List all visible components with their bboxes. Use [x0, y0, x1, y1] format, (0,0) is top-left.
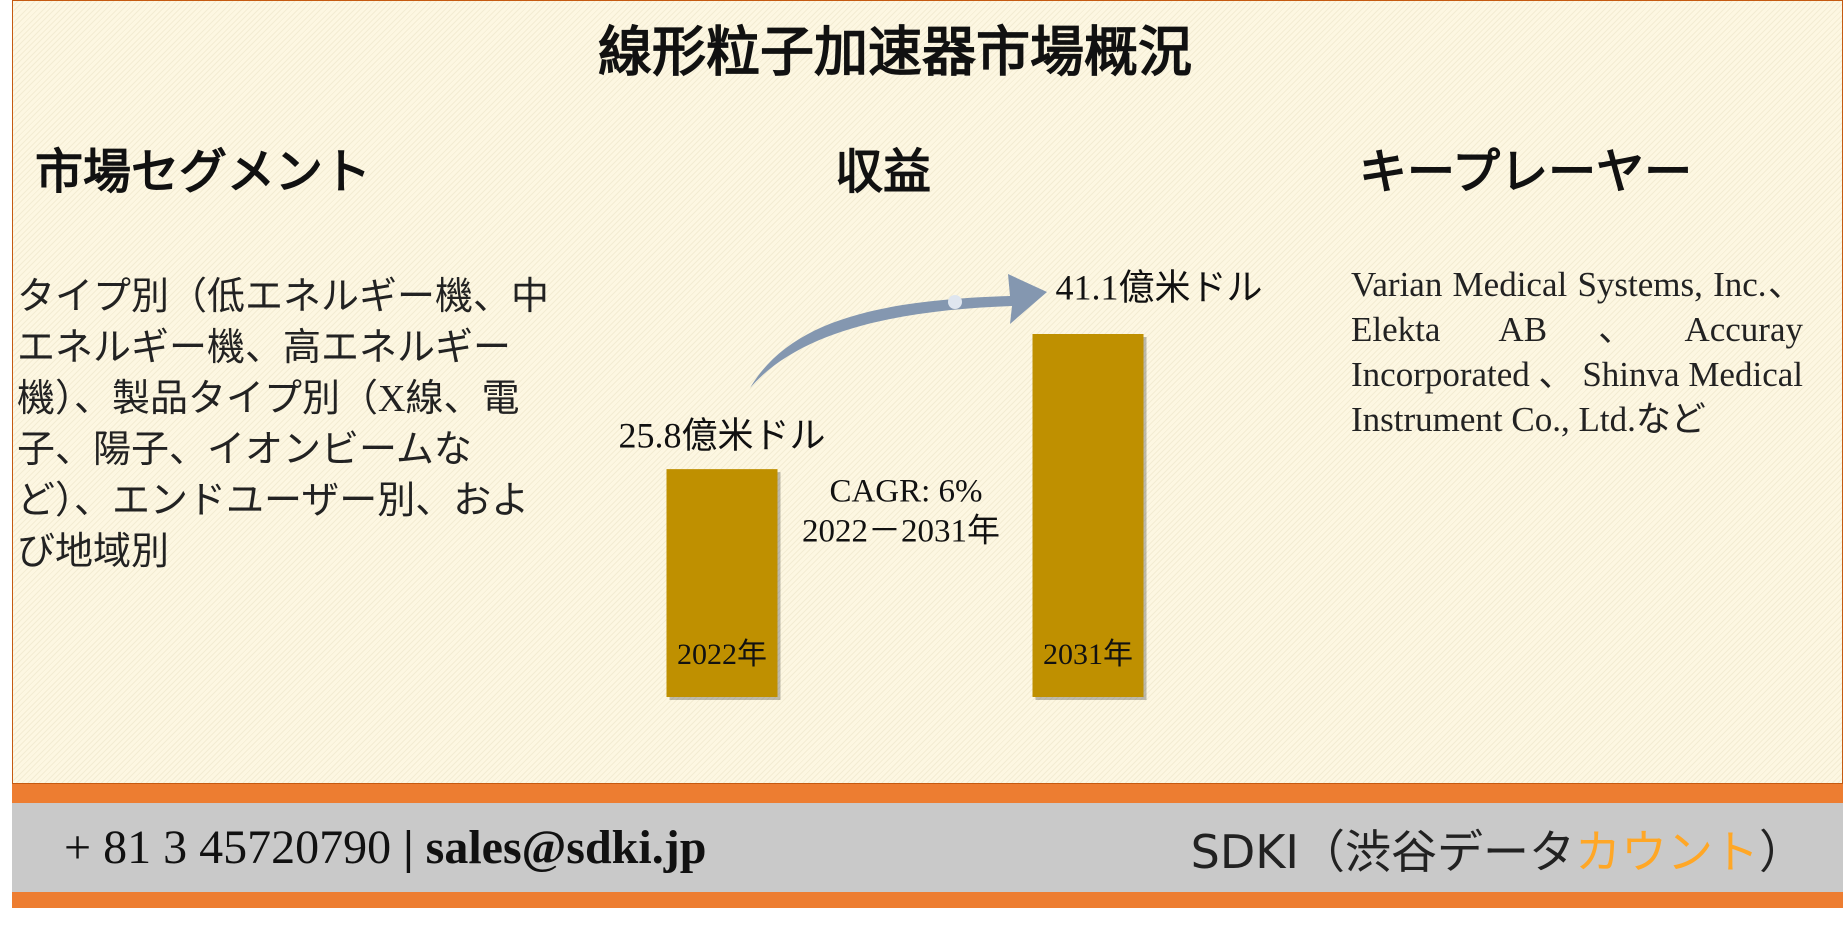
separator: | — [403, 821, 414, 874]
phone: + 81 3 45720790 — [64, 821, 392, 874]
value-label: 25.8億米ドル — [618, 415, 825, 455]
arrow-dot — [948, 295, 962, 309]
footer-band — [12, 892, 1843, 908]
segments-text: タイプ別（低エネルギー機、中エネルギー機、高エネルギー機）、製品タイプ別（X線、… — [17, 276, 550, 573]
value-label: 41.1億米ドル — [1055, 267, 1262, 307]
contact: + 81 3 45720790 | sales@sdki.jp — [64, 820, 706, 875]
bar — [1032, 334, 1144, 697]
revenue-heading: 収益 — [835, 146, 931, 199]
players-heading: キープレーヤー — [1359, 146, 1692, 199]
footer — [12, 803, 1843, 892]
bar-category: 2031年 — [1043, 638, 1133, 671]
bar — [666, 469, 778, 697]
brand: SDKI（渋谷データカウント） — [1191, 816, 1805, 882]
brand-highlight: カウント — [1575, 825, 1759, 879]
growth-arrow — [750, 274, 1047, 388]
brand-end: ） — [1759, 825, 1805, 879]
cagr: CAGR: 6% — [829, 474, 982, 510]
email: sales@sdki.jp — [425, 821, 707, 874]
brand-name: SDKI（渋谷データ — [1190, 825, 1575, 879]
footer-band — [12, 784, 1843, 803]
cagr-period: 2022－2031年 — [802, 513, 1000, 550]
bars: 2022年 25.8億米ドル 2031年 41.1億米ドル — [618, 267, 1263, 700]
panel — [12, 0, 1843, 784]
segments-heading: 市場セグメント — [35, 146, 371, 199]
players-text: Varian Medical Systems, Inc.、Elekta AB、A… — [1351, 265, 1803, 439]
bar-category: 2022年 — [677, 638, 767, 671]
page-title: 線形粒子加速器市場概況 — [598, 22, 1192, 82]
